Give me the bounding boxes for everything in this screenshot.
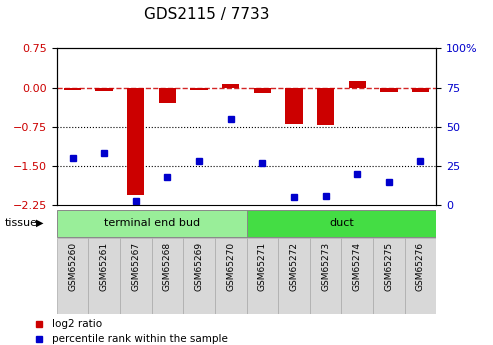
Bar xyxy=(96,88,113,91)
Bar xyxy=(120,238,152,314)
Bar xyxy=(183,238,215,314)
Bar xyxy=(341,238,373,314)
Text: GSM65261: GSM65261 xyxy=(100,242,108,291)
Text: GSM65271: GSM65271 xyxy=(258,242,267,291)
Bar xyxy=(373,238,405,314)
Bar xyxy=(246,210,436,237)
Bar xyxy=(405,238,436,314)
Bar xyxy=(412,88,429,92)
Text: terminal end bud: terminal end bud xyxy=(104,218,200,228)
Text: GSM65269: GSM65269 xyxy=(195,242,204,291)
Text: GSM65268: GSM65268 xyxy=(163,242,172,291)
Bar xyxy=(152,238,183,314)
Text: GSM65276: GSM65276 xyxy=(416,242,425,291)
Bar xyxy=(88,238,120,314)
Bar xyxy=(222,84,240,88)
Bar xyxy=(190,88,208,90)
Bar xyxy=(246,238,278,314)
Text: GSM65260: GSM65260 xyxy=(68,242,77,291)
Text: GSM65273: GSM65273 xyxy=(321,242,330,291)
Text: GDS2115 / 7733: GDS2115 / 7733 xyxy=(144,7,270,22)
Bar xyxy=(380,88,397,92)
Text: duct: duct xyxy=(329,218,354,228)
Text: GSM65270: GSM65270 xyxy=(226,242,235,291)
Text: GSM65275: GSM65275 xyxy=(385,242,393,291)
Bar xyxy=(253,88,271,93)
Text: tissue: tissue xyxy=(5,218,38,228)
Bar xyxy=(159,88,176,103)
Bar xyxy=(317,88,334,125)
Text: log2 ratio: log2 ratio xyxy=(52,319,102,329)
Bar xyxy=(278,238,310,314)
Bar xyxy=(64,88,81,90)
Bar xyxy=(57,210,246,237)
Text: GSM65267: GSM65267 xyxy=(131,242,141,291)
Bar xyxy=(349,81,366,88)
Text: percentile rank within the sample: percentile rank within the sample xyxy=(52,334,228,344)
Bar xyxy=(127,88,144,195)
Bar xyxy=(285,88,303,124)
Text: ▶: ▶ xyxy=(36,218,43,228)
Bar xyxy=(310,238,341,314)
Bar xyxy=(57,238,88,314)
Text: GSM65274: GSM65274 xyxy=(352,242,362,291)
Text: GSM65272: GSM65272 xyxy=(289,242,298,291)
Bar xyxy=(215,238,246,314)
